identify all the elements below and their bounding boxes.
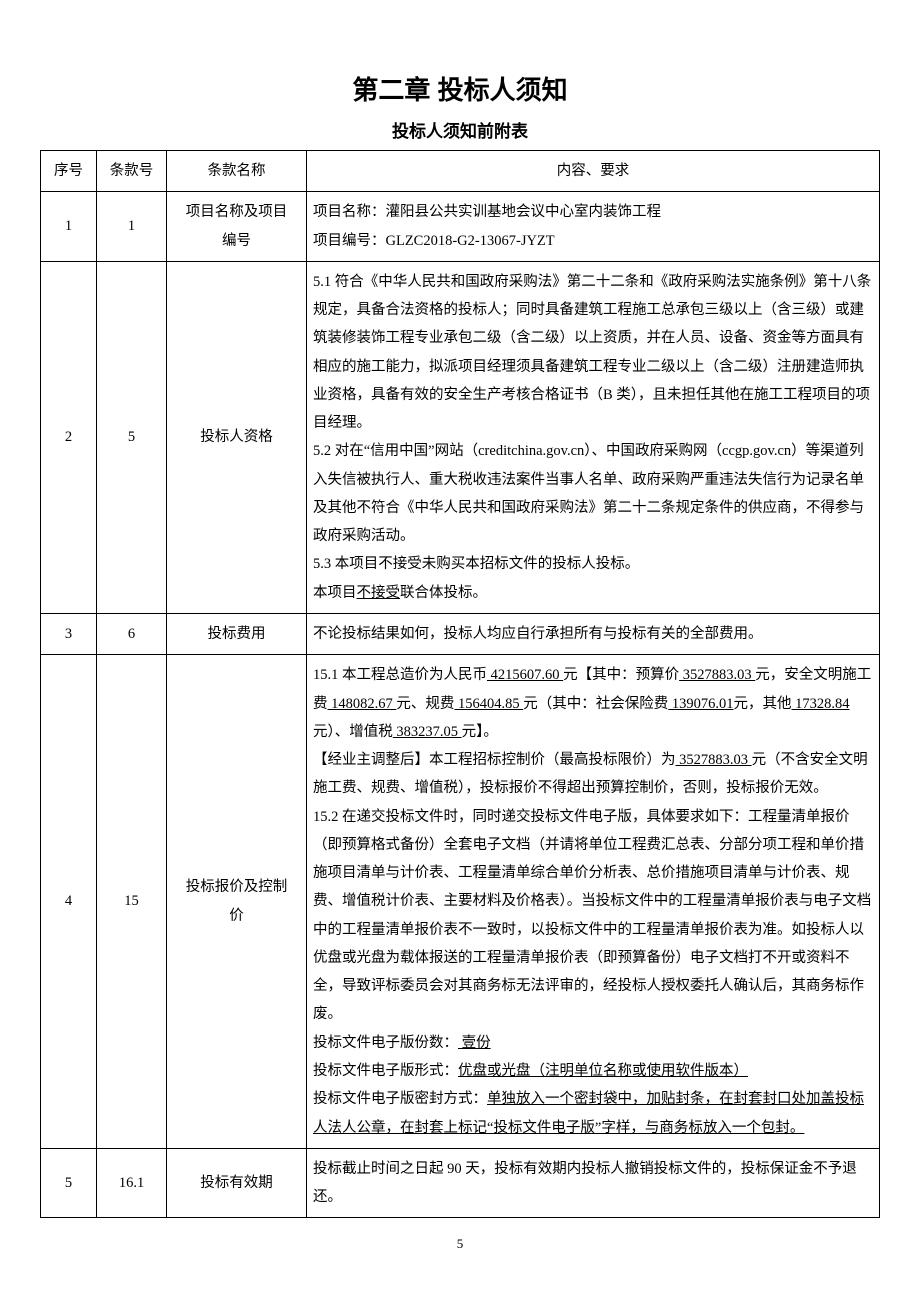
cell-name: 投标费用 xyxy=(167,613,307,654)
text: 编号 xyxy=(222,233,251,249)
text: 元、规费 xyxy=(396,696,454,712)
cell-name: 投标人资格 xyxy=(167,261,307,613)
text: 元【其中：预算价 xyxy=(563,667,679,683)
cell-clause: 15 xyxy=(97,655,167,1149)
col-name: 条款名称 xyxy=(167,151,307,192)
text: 5.3 本项目不接受未购买本招标文件的投标人投标。 xyxy=(313,556,639,572)
sub-title: 投标人须知前附表 xyxy=(40,117,880,142)
text: 价 xyxy=(229,908,244,924)
table-header-row: 序号 条款号 条款名称 内容、要求 xyxy=(41,151,880,192)
cell-clause: 6 xyxy=(97,613,167,654)
cell-clause: 1 xyxy=(97,192,167,262)
table-row: 5 16.1 投标有效期 投标截止时间之日起 90 天，投标有效期内投标人撤销投… xyxy=(41,1148,880,1218)
chapter-title: 第二章 投标人须知 xyxy=(40,70,880,107)
cell-content: 投标截止时间之日起 90 天，投标有效期内投标人撤销投标文件的，投标保证金不予退… xyxy=(307,1148,880,1218)
cell-clause: 16.1 xyxy=(97,1148,167,1218)
table-row: 1 1 项目名称及项目 编号 项目名称：灌阳县公共实训基地会议中心室内装饰工程 … xyxy=(41,192,880,262)
cell-seq: 5 xyxy=(41,1148,97,1218)
underline-text: 不接受 xyxy=(357,585,401,601)
page-number: 5 xyxy=(40,1236,880,1252)
cell-name: 投标有效期 xyxy=(167,1148,307,1218)
col-seq: 序号 xyxy=(41,151,97,192)
text: 元）、增值税 xyxy=(313,724,393,740)
cell-content: 项目名称：灌阳县公共实训基地会议中心室内装饰工程 项目编号：GLZC2018-G… xyxy=(307,192,880,262)
bidder-notice-table: 序号 条款号 条款名称 内容、要求 1 1 项目名称及项目 编号 项目名称：灌阳… xyxy=(40,150,880,1218)
col-clause: 条款号 xyxy=(97,151,167,192)
text: 项目编号：GLZC2018-G2-13067-JYZT xyxy=(313,233,555,249)
cell-seq: 3 xyxy=(41,613,97,654)
underline-text: 156404.85 xyxy=(454,696,523,712)
text: 元（其中：社会保险费 xyxy=(523,696,668,712)
cell-seq: 1 xyxy=(41,192,97,262)
cell-name: 投标报价及控制 价 xyxy=(167,655,307,1149)
underline-text: 3527883.03 xyxy=(679,667,755,683)
cell-name: 项目名称及项目 编号 xyxy=(167,192,307,262)
text: 本项目 xyxy=(313,585,357,601)
table-row: 2 5 投标人资格 5.1 符合《中华人民共和国政府采购法》第二十二条和《政府采… xyxy=(41,261,880,613)
text: 联合体投标。 xyxy=(400,585,487,601)
text: 5.1 符合《中华人民共和国政府采购法》第二十二条和《政府采购法实施条例》第十八… xyxy=(313,274,871,431)
underline-text: 3527883.03 xyxy=(676,752,752,768)
text: 【经业主调整后】本工程招标控制价（最高投标限价）为 xyxy=(313,752,676,768)
text: 投标文件电子版份数： xyxy=(313,1035,458,1051)
underline-text: 4215607.60 xyxy=(487,667,563,683)
text: 15.2 在递交投标文件时，同时递交投标文件电子版，具体要求如下：工程量清单报价… xyxy=(313,809,871,1023)
cell-seq: 2 xyxy=(41,261,97,613)
underline-text: 139076.01 xyxy=(668,696,733,712)
underline-text: 383237.05 xyxy=(393,724,462,740)
cell-seq: 4 xyxy=(41,655,97,1149)
underline-text: 壹份 xyxy=(458,1035,491,1051)
text: 15.1 本工程总造价为人民币 xyxy=(313,667,487,683)
text: 元】。 xyxy=(462,724,498,740)
underline-text: 148082.67 xyxy=(328,696,397,712)
text: 项目名称：灌阳县公共实训基地会议中心室内装饰工程 xyxy=(313,204,661,220)
cell-clause: 5 xyxy=(97,261,167,613)
table-row: 3 6 投标费用 不论投标结果如何，投标人均应自行承担所有与投标有关的全部费用。 xyxy=(41,613,880,654)
col-content: 内容、要求 xyxy=(307,151,880,192)
text: 投标报价及控制 xyxy=(186,879,288,895)
text: 投标文件电子版形式： xyxy=(313,1063,458,1079)
underline-text: 优盘或光盘（注明单位名称或使用软件版本） xyxy=(458,1063,748,1079)
cell-content: 15.1 本工程总造价为人民币 4215607.60 元【其中：预算价 3527… xyxy=(307,655,880,1149)
cell-content: 不论投标结果如何，投标人均应自行承担所有与投标有关的全部费用。 xyxy=(307,613,880,654)
text: 投标文件电子版密封方式： xyxy=(313,1091,487,1107)
table-row: 4 15 投标报价及控制 价 15.1 本工程总造价为人民币 4215607.6… xyxy=(41,655,880,1149)
text: 项目名称及项目 xyxy=(186,204,288,220)
cell-content: 5.1 符合《中华人民共和国政府采购法》第二十二条和《政府采购法实施条例》第十八… xyxy=(307,261,880,613)
text: 元，其他 xyxy=(734,696,792,712)
text: 5.2 对在“信用中国”网站（creditchina.gov.cn）、中国政府采… xyxy=(313,443,864,544)
underline-text: 17328.84 xyxy=(792,696,850,712)
